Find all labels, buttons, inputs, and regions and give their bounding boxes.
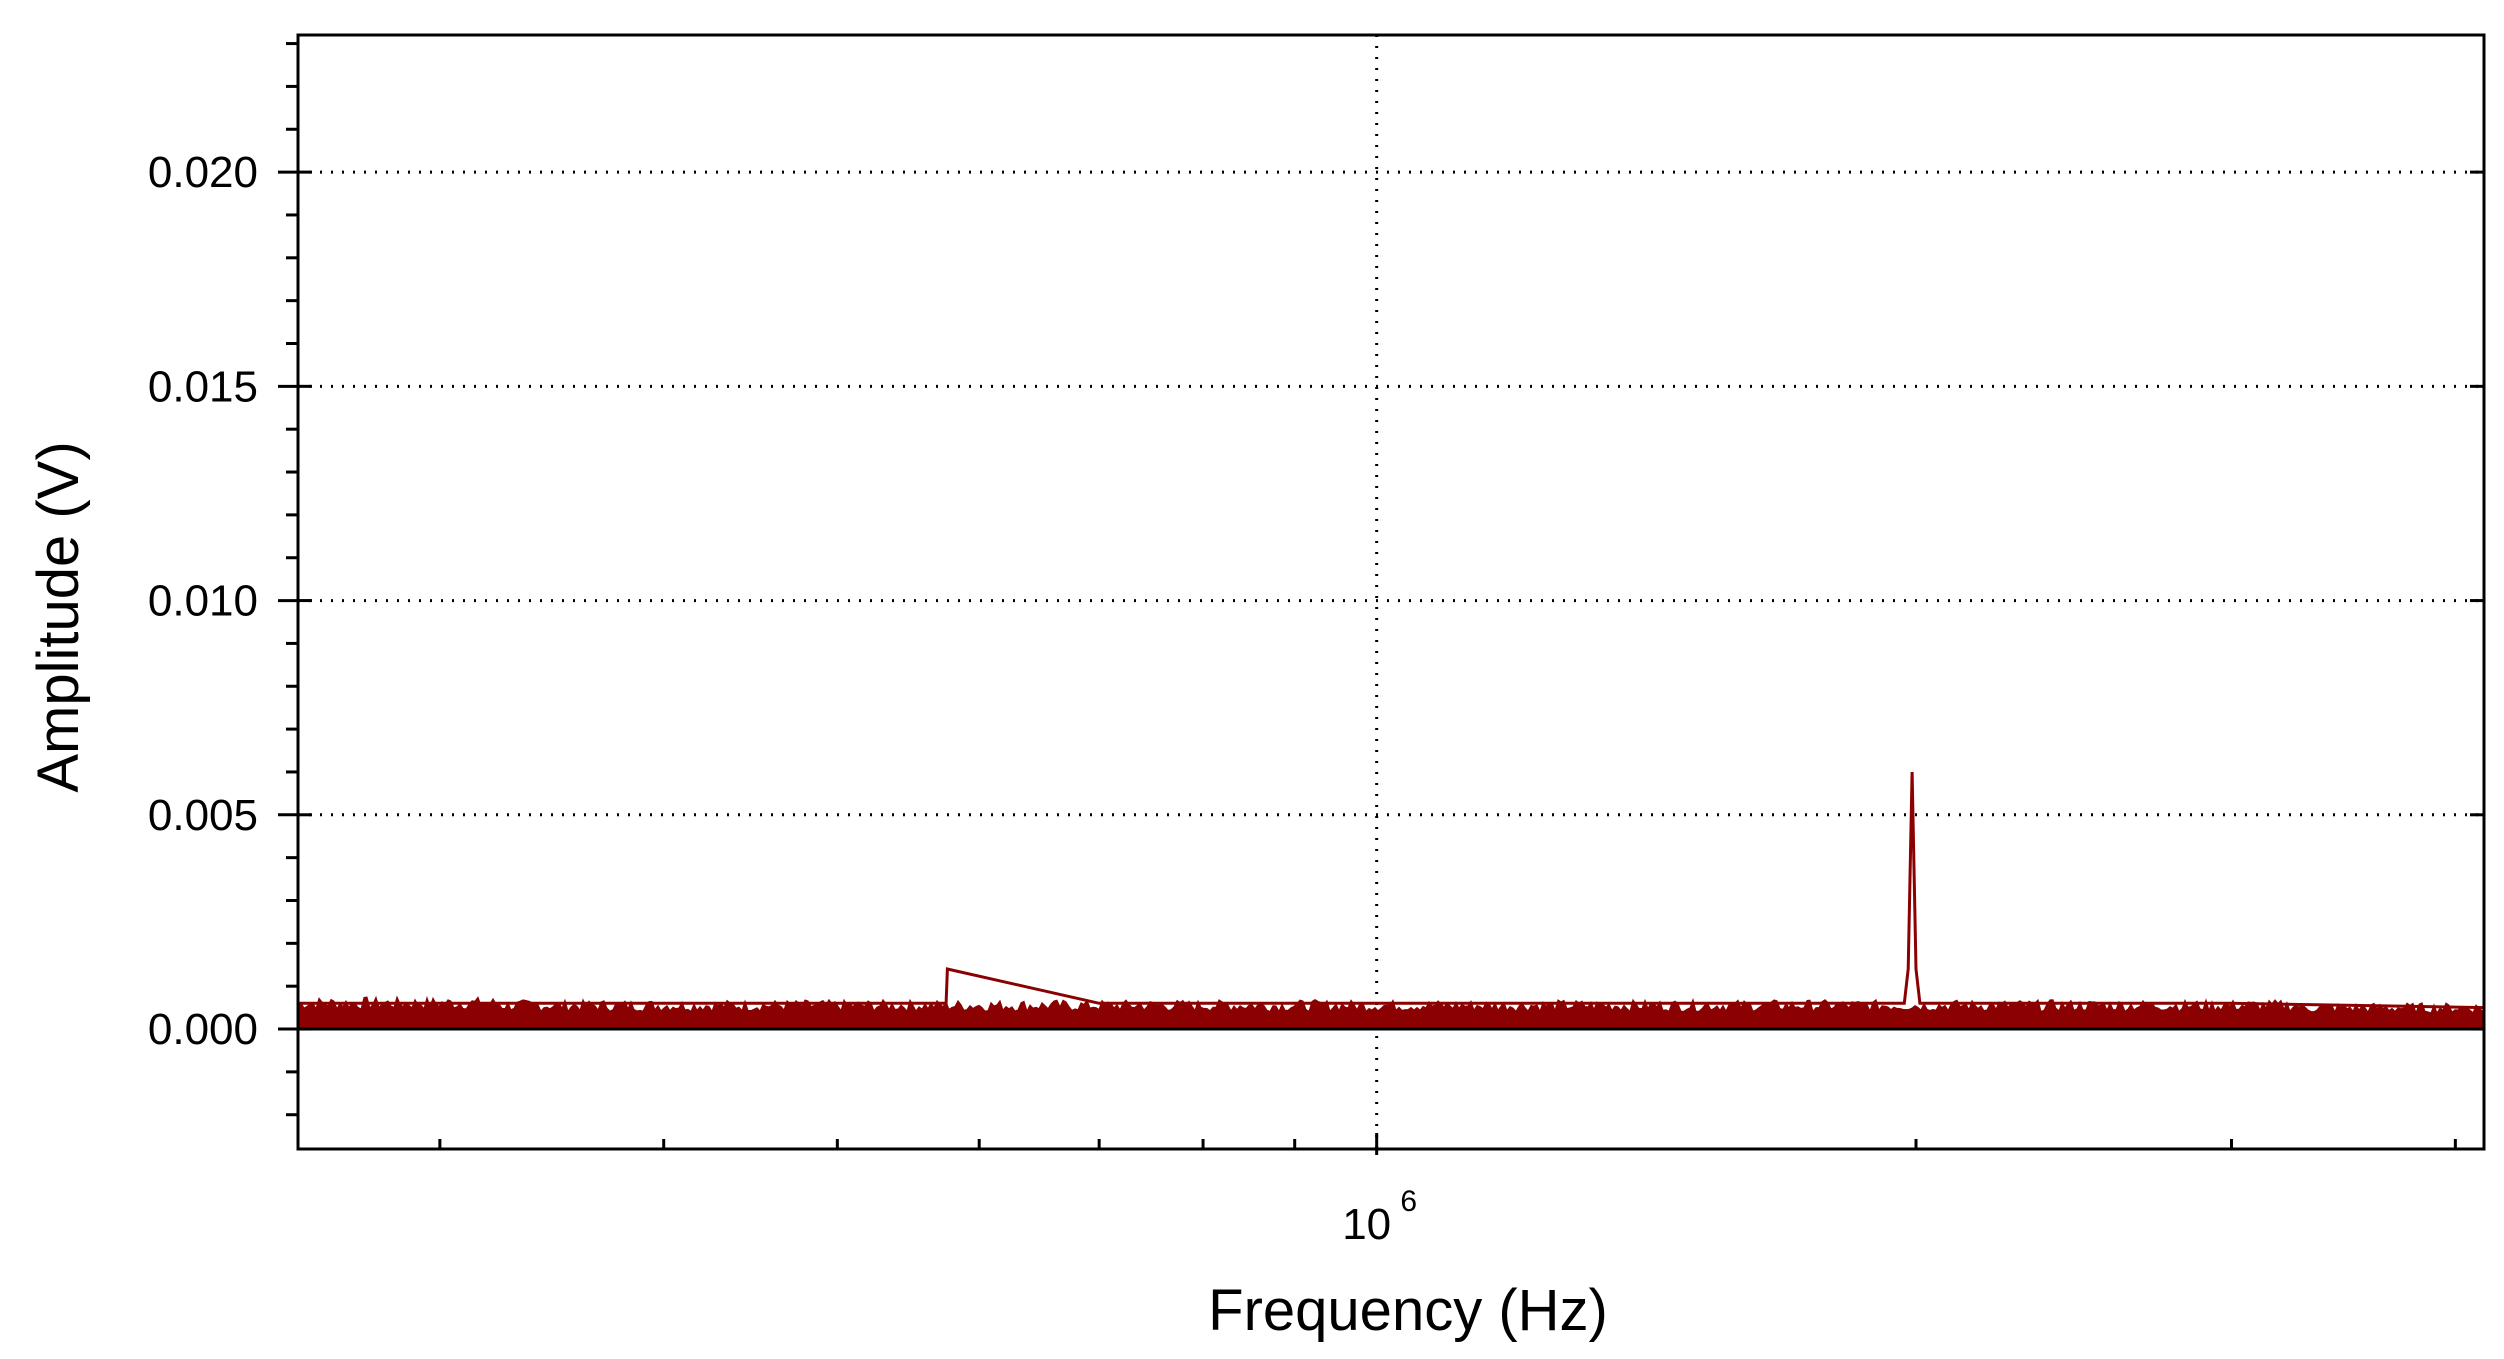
plot-frame <box>296 33 2486 1151</box>
y-tick-label: 0.000 <box>148 1005 258 1054</box>
y-tick-label: 0.020 <box>148 148 258 197</box>
series-line <box>298 771 2485 1010</box>
grid-lines <box>298 35 2484 1149</box>
axes <box>278 33 2486 1155</box>
noise-floor-band <box>297 995 2485 1030</box>
y-axis-title: Amplitude (V) <box>26 441 91 792</box>
x-axis-title: Frequency (Hz) <box>1208 1278 1608 1343</box>
tick-labels: 0.000 0.005 0.010 0.015 0.020 10 6 <box>148 148 1417 1249</box>
series-group <box>297 771 2485 1030</box>
x-tick-label-exponent: 6 <box>1400 1185 1417 1218</box>
y-tick-label: 0.015 <box>148 362 258 411</box>
y-tick-label: 0.010 <box>148 577 258 626</box>
y-tick-label: 0.005 <box>148 791 258 840</box>
x-tick-label-base: 10 <box>1342 1200 1391 1249</box>
